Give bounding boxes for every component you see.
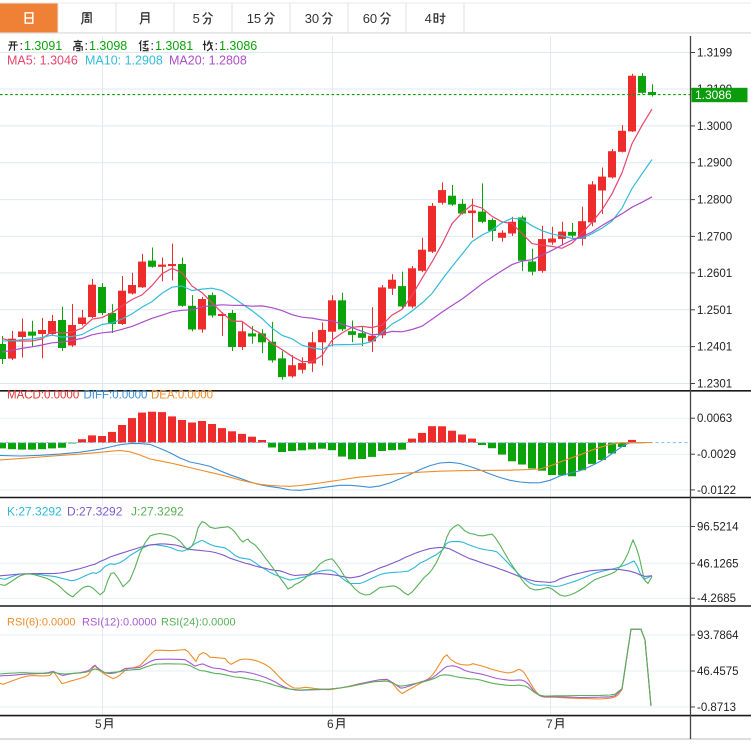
svg-text:-0.0029: -0.0029 bbox=[697, 449, 736, 461]
svg-text:1.3000: 1.3000 bbox=[697, 121, 732, 133]
svg-text:1.2501: 1.2501 bbox=[697, 305, 732, 317]
svg-text:46.1265: 46.1265 bbox=[697, 558, 739, 570]
svg-text:MA10: 1.2908: MA10: 1.2908 bbox=[85, 54, 163, 68]
svg-text::: : bbox=[215, 39, 218, 53]
svg-text:1.3091: 1.3091 bbox=[24, 39, 62, 53]
svg-text:RSI(24):0.0000: RSI(24):0.0000 bbox=[161, 617, 236, 629]
svg-text:5: 5 bbox=[95, 717, 102, 731]
svg-text:4: 4 bbox=[425, 11, 432, 26]
svg-text:30: 30 bbox=[305, 11, 319, 26]
svg-text:1.2401: 1.2401 bbox=[697, 342, 732, 354]
svg-text:93.7864: 93.7864 bbox=[697, 630, 739, 642]
svg-text::: : bbox=[151, 39, 154, 53]
svg-text:J:27.3292: J:27.3292 bbox=[131, 505, 184, 519]
svg-text:DIFF:0.0000: DIFF:0.0000 bbox=[84, 390, 148, 402]
svg-text:1.3086: 1.3086 bbox=[695, 88, 732, 102]
svg-text:K:27.3292: K:27.3292 bbox=[7, 505, 62, 519]
svg-text:1.3098: 1.3098 bbox=[89, 39, 127, 53]
svg-text:1.2900: 1.2900 bbox=[697, 158, 732, 170]
svg-text:6: 6 bbox=[327, 717, 334, 731]
svg-text:46.4575: 46.4575 bbox=[697, 666, 739, 678]
svg-text:0.0063: 0.0063 bbox=[697, 413, 732, 425]
svg-text:1.2700: 1.2700 bbox=[697, 231, 732, 243]
svg-text:RSI(6):0.0000: RSI(6):0.0000 bbox=[7, 617, 75, 629]
svg-text::: : bbox=[85, 39, 88, 53]
svg-text:7: 7 bbox=[546, 717, 553, 731]
svg-text:1.2301: 1.2301 bbox=[697, 379, 732, 391]
svg-text:-0.0122: -0.0122 bbox=[697, 485, 736, 497]
svg-text:MA5: 1.3046: MA5: 1.3046 bbox=[7, 54, 78, 68]
svg-text:DEA:0.0000: DEA:0.0000 bbox=[151, 390, 213, 402]
svg-text:D:27.3292: D:27.3292 bbox=[67, 505, 123, 519]
svg-text:MACD:0.0000: MACD:0.0000 bbox=[7, 390, 79, 402]
svg-text:1.3086: 1.3086 bbox=[219, 39, 257, 53]
svg-text:15: 15 bbox=[247, 11, 261, 26]
svg-text:1.3199: 1.3199 bbox=[697, 48, 732, 60]
svg-text:1.2601: 1.2601 bbox=[697, 268, 732, 280]
svg-text:60: 60 bbox=[363, 11, 377, 26]
svg-text:-0.8713: -0.8713 bbox=[697, 702, 736, 714]
svg-text:5: 5 bbox=[193, 11, 200, 26]
svg-text:-4.2685: -4.2685 bbox=[697, 593, 736, 605]
svg-text:MA20: 1.2808: MA20: 1.2808 bbox=[169, 54, 247, 68]
svg-text:1.3081: 1.3081 bbox=[155, 39, 193, 53]
svg-text::: : bbox=[20, 39, 23, 53]
svg-text:RSI(12):0.0000: RSI(12):0.0000 bbox=[82, 617, 157, 629]
svg-text:96.5214: 96.5214 bbox=[697, 522, 739, 534]
svg-text:1.2800: 1.2800 bbox=[697, 195, 732, 207]
